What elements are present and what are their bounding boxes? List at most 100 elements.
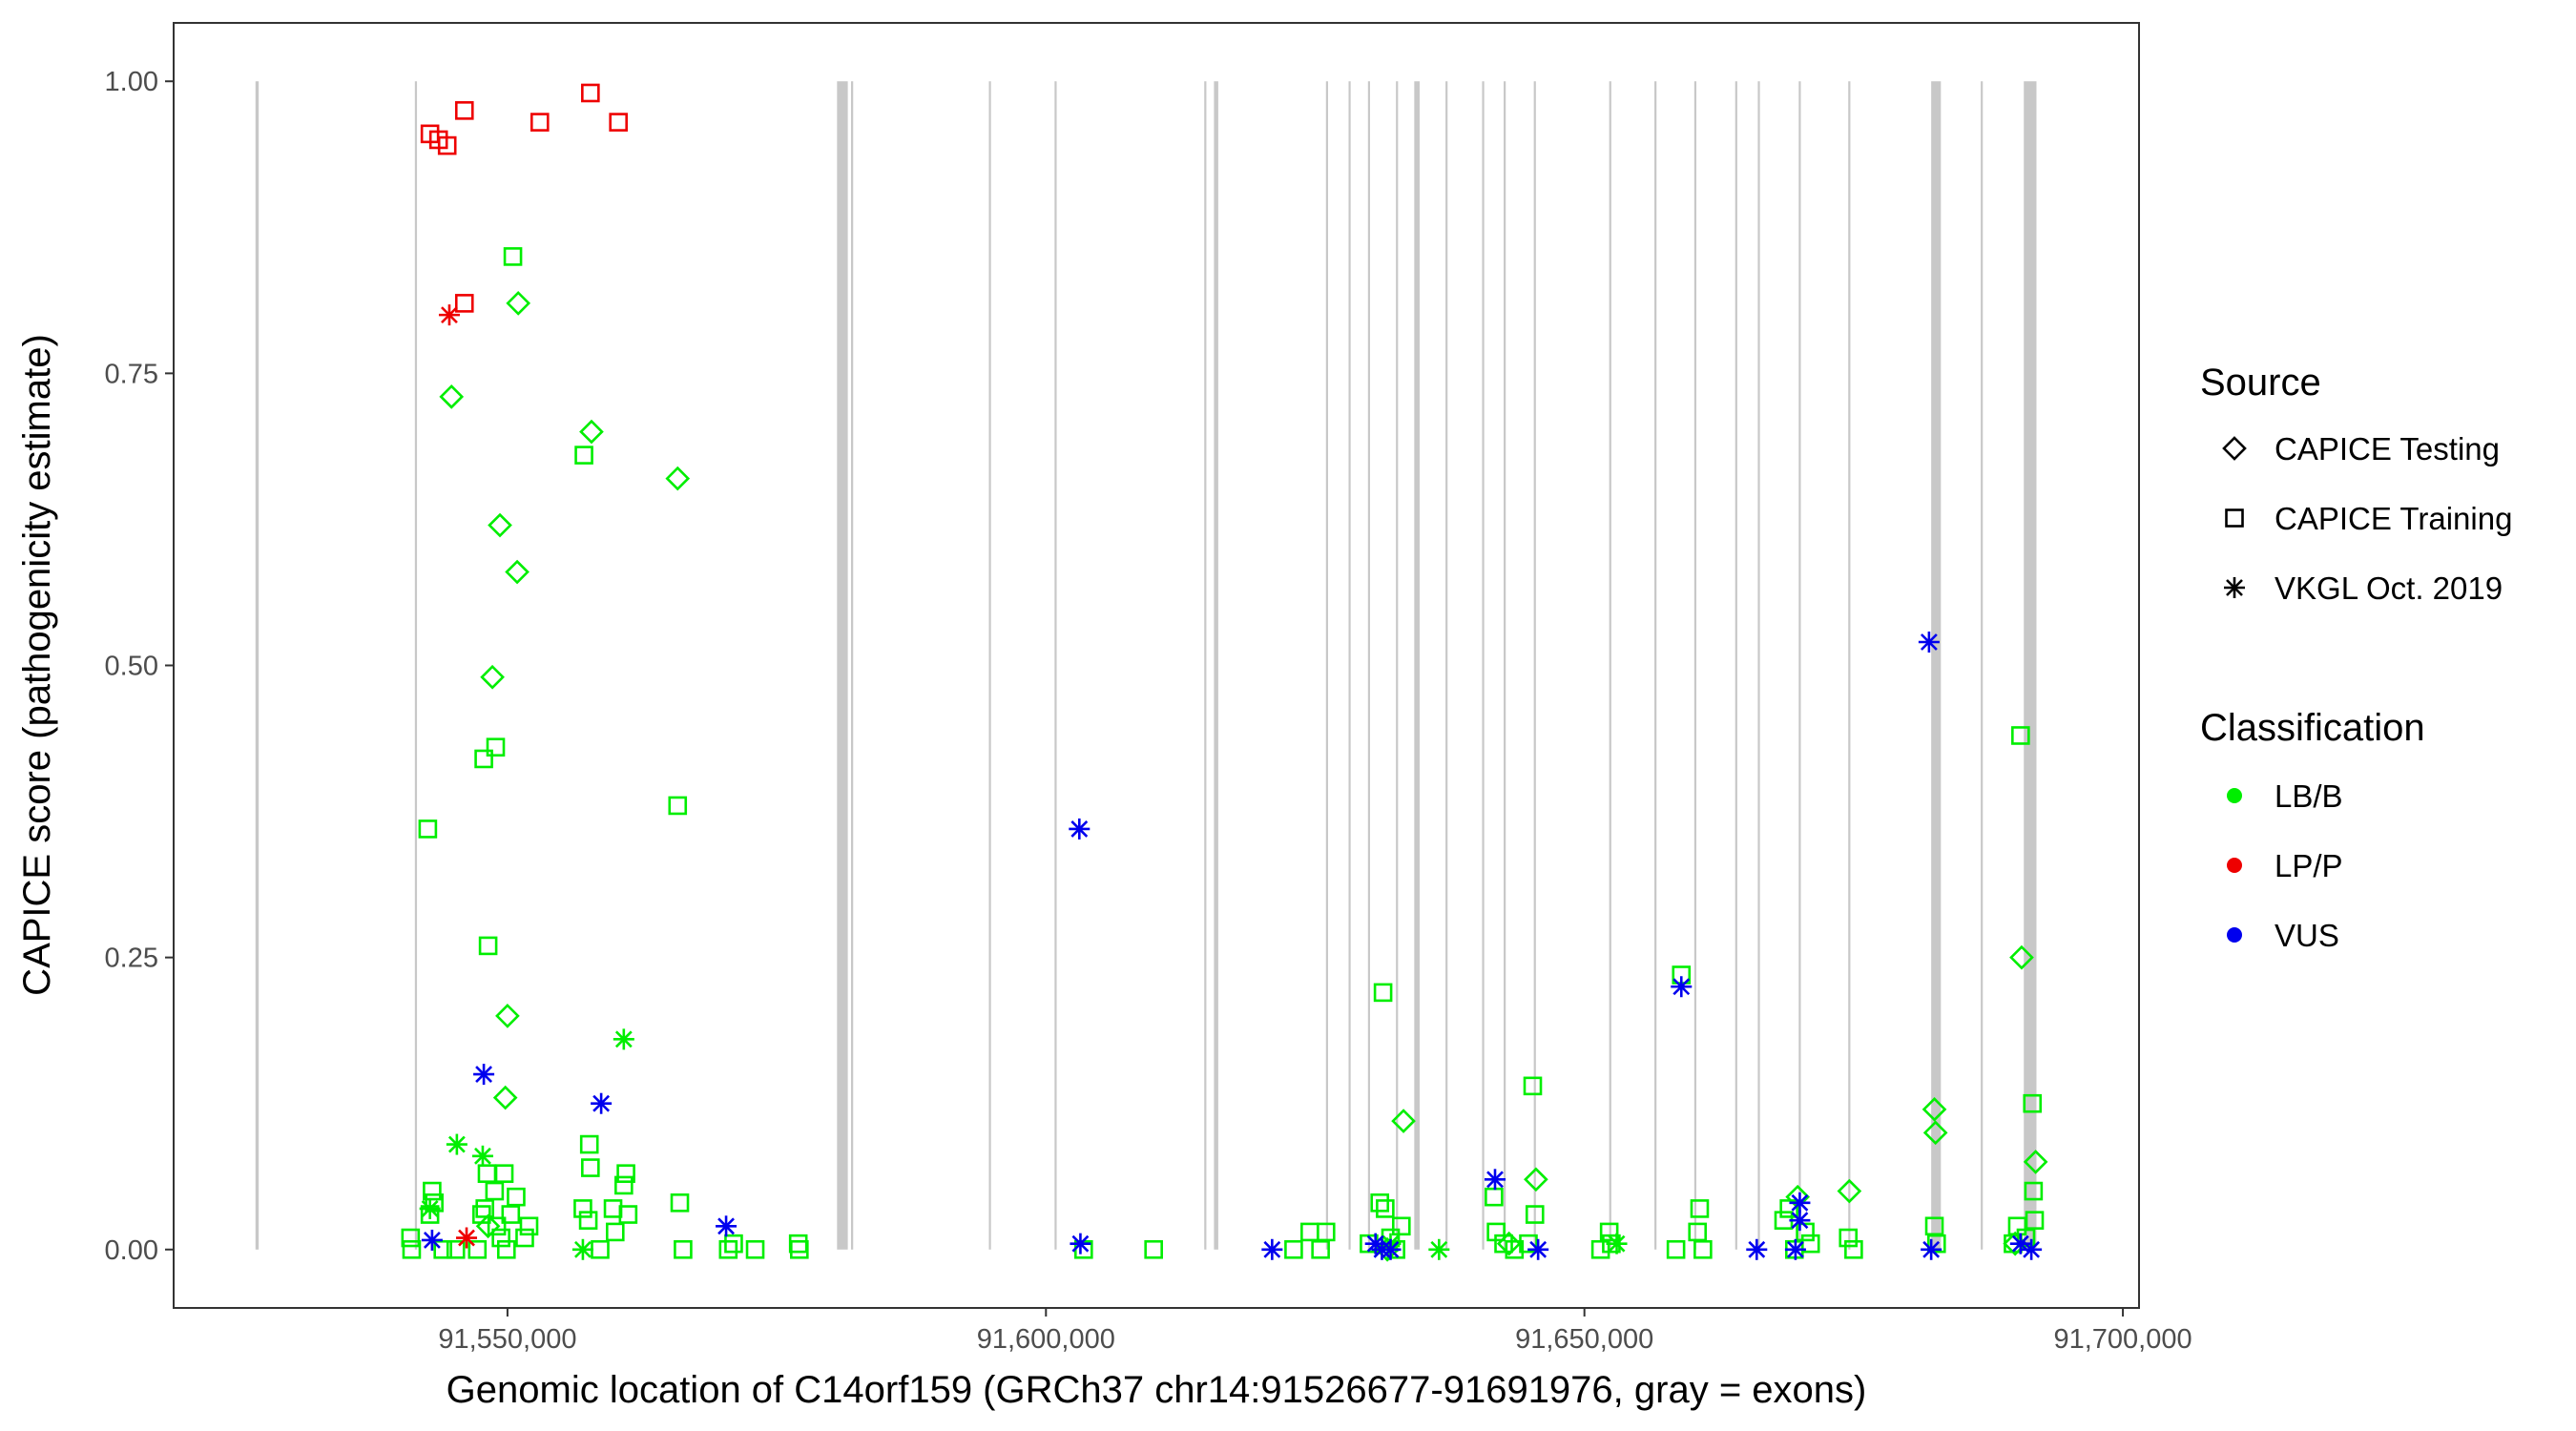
data-point: [401, 1228, 421, 1248]
data-point: [439, 384, 465, 409]
exon-band: [1609, 81, 1611, 1250]
exon-band: [1445, 81, 1448, 1250]
data-point: [1796, 1222, 1815, 1242]
data-point: [501, 1205, 521, 1224]
exon-band: [1504, 81, 1506, 1250]
data-point: [745, 1239, 765, 1259]
data-point: [2016, 1228, 2036, 1248]
data-point: [1069, 818, 1091, 840]
legend-key-color: [2227, 788, 2242, 803]
data-point: [1284, 1239, 1303, 1259]
data-point: [1524, 1167, 1548, 1192]
exon-band: [1848, 81, 1851, 1250]
data-point: [1261, 1238, 1283, 1260]
data-point: [578, 1211, 598, 1230]
data-point: [1844, 1239, 1863, 1259]
exon-band: [1693, 81, 1697, 1250]
data-point: [519, 1216, 539, 1236]
data-point: [1671, 976, 1693, 998]
data-point: [579, 1134, 599, 1154]
data-point: [486, 737, 506, 757]
exon-band: [2024, 81, 2037, 1250]
data-point: [1693, 1239, 1713, 1259]
legend: Source CAPICE Testing CAPICE Training VKGL …: [2200, 362, 2512, 953]
data-point: [665, 466, 691, 491]
exon-band: [1798, 81, 1801, 1250]
data-point: [591, 1092, 613, 1114]
y-axis-title: CAPICE score (pathogenicity estimate): [16, 334, 58, 996]
x-tick-label: 91,700,000: [2053, 1324, 2192, 1355]
data-point: [1924, 1216, 1944, 1236]
data-point: [437, 135, 457, 156]
data-point: [1606, 1233, 1628, 1255]
data-point: [1311, 1239, 1330, 1259]
exon-band: [1214, 81, 1218, 1250]
data-point: [609, 113, 628, 132]
data-point: [446, 1133, 467, 1155]
data-point: [605, 1222, 625, 1242]
exon-band: [1204, 81, 1207, 1250]
data-point: [1373, 983, 1393, 1003]
data-point: [507, 1187, 526, 1207]
data-point: [1523, 1076, 1543, 1096]
data-point: [1484, 1169, 1506, 1191]
data-point: [1921, 1238, 1942, 1260]
data-point: [574, 446, 593, 465]
data-point: [2009, 1233, 2031, 1255]
data-point: [423, 1181, 442, 1201]
data-point: [674, 1239, 693, 1259]
data-point: [478, 936, 498, 956]
x-axis: 91,550,000 91,600,000 91,650,000 91,700,000: [438, 1308, 2192, 1355]
data-point: [2025, 1211, 2045, 1230]
exon-band: [1054, 81, 1057, 1250]
data-point: [433, 1239, 452, 1259]
data-point: [1505, 1239, 1525, 1259]
x-tick-label: 91,650,000: [1515, 1324, 1653, 1355]
y-tick-label: 0.75: [105, 359, 158, 389]
legend-label: VKGL Oct. 2019: [2275, 570, 2503, 606]
data-point: [418, 819, 438, 839]
data-point: [1380, 1238, 1402, 1260]
data-point: [530, 113, 550, 132]
data-point: [1391, 1109, 1416, 1133]
data-point: [505, 559, 530, 585]
data-point: [425, 1192, 444, 1213]
data-point: [515, 1228, 534, 1248]
y-tick-label: 1.00: [105, 67, 158, 97]
data-point: [614, 1175, 634, 1195]
data-point: [1666, 1239, 1686, 1259]
exon-band: [1931, 81, 1942, 1250]
data-point: [467, 1239, 488, 1259]
data-point: [456, 1227, 478, 1249]
data-point: [1918, 632, 1940, 653]
exon-band: [1533, 81, 1536, 1250]
exon-band: [1981, 81, 1984, 1250]
y-tick-label: 0.25: [105, 944, 158, 974]
exon-band: [1348, 81, 1351, 1250]
data-point: [670, 1192, 690, 1213]
data-point: [446, 1239, 466, 1259]
exon-band: [1757, 81, 1760, 1250]
data-point: [2009, 944, 2034, 970]
exon-band: [414, 81, 418, 1250]
legend-key-square: [2225, 508, 2244, 528]
exon-band: [1414, 81, 1420, 1250]
exon-band: [255, 81, 260, 1250]
data-point: [438, 304, 460, 326]
legend-title-classification: Classification: [2200, 707, 2425, 749]
data-point: [1316, 1222, 1336, 1242]
data-point: [1370, 1192, 1390, 1213]
exon-band: [1396, 81, 1399, 1250]
data-point: [1746, 1238, 1768, 1260]
data-point: [485, 1181, 505, 1201]
data-point: [1779, 1199, 1798, 1218]
legend-key-color: [2227, 858, 2242, 873]
data-point: [474, 749, 493, 769]
data-point: [2024, 1181, 2044, 1201]
exon-band: [1482, 81, 1485, 1250]
data-point: [2023, 1093, 2043, 1113]
data-point: [494, 1164, 514, 1183]
data-point: [1837, 1178, 1862, 1204]
